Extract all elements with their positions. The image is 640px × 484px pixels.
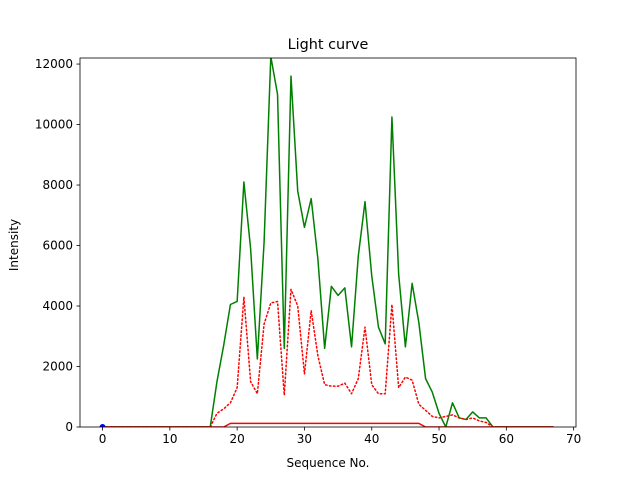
y-tick-label: 0 <box>65 420 73 434</box>
series-3-point <box>99 424 106 427</box>
y-tick-label: 8000 <box>42 178 73 192</box>
x-tick-label: 50 <box>431 432 446 446</box>
series-0-line <box>102 58 554 427</box>
y-tick-label: 10000 <box>35 118 73 132</box>
plot-area <box>99 58 555 427</box>
y-axis-label: Intensity <box>7 219 21 271</box>
y-tick-label: 4000 <box>42 299 73 313</box>
axes-frame <box>79 57 577 428</box>
y-tick-label: 2000 <box>42 360 73 374</box>
y-tick-label: 12000 <box>35 57 73 71</box>
y-tick-label: 6000 <box>42 239 73 253</box>
chart-title: Light curve <box>288 37 369 53</box>
x-tick-label: 30 <box>297 432 312 446</box>
x-tick-label: 60 <box>499 432 514 446</box>
series-group <box>99 58 555 427</box>
series-1-line <box>101 288 555 427</box>
axes: 0 10 20 30 40 50 60 70 0 2000 4000 6000 8000 10000 120… <box>35 57 581 446</box>
series-2-line <box>102 422 554 427</box>
x-tick-label: 10 <box>162 432 177 446</box>
x-tick-label: 70 <box>566 432 581 446</box>
x-axis-label: Sequence No. <box>287 456 370 470</box>
x-tick-label: 40 <box>364 432 379 446</box>
x-tick-label: 20 <box>230 432 245 446</box>
x-tick-label: 0 <box>99 432 107 446</box>
